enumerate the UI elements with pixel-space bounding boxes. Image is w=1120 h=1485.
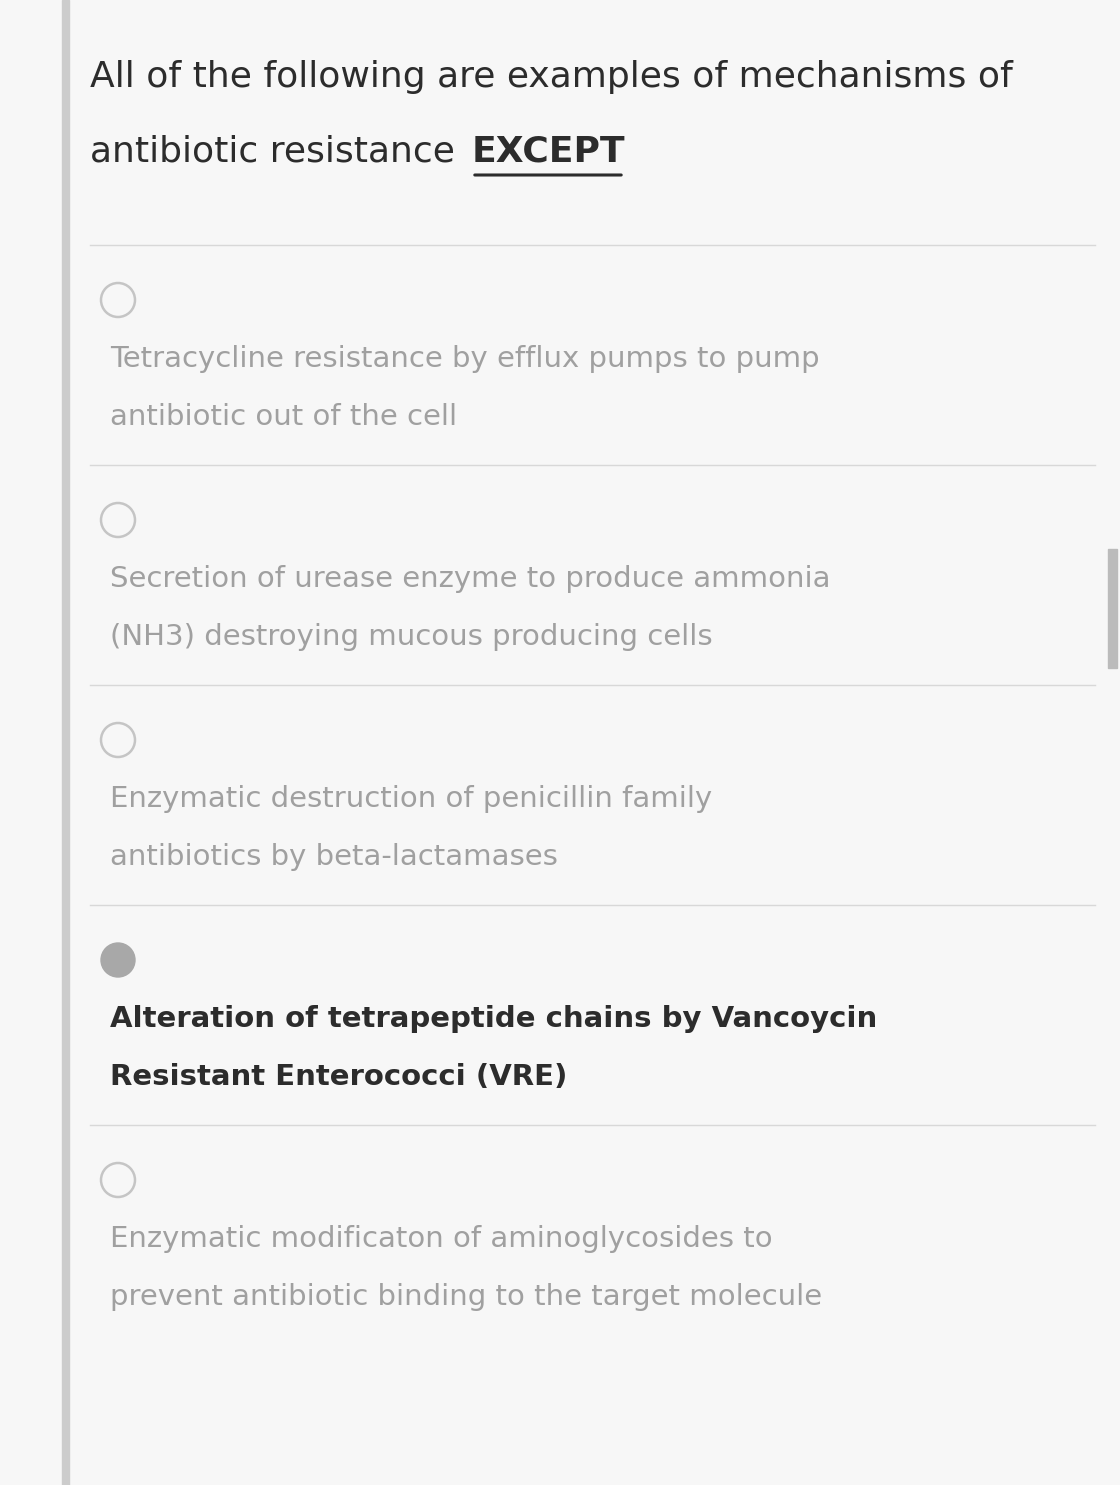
Circle shape	[101, 943, 136, 977]
Text: All of the following are examples of mechanisms of: All of the following are examples of mec…	[90, 59, 1012, 94]
Text: Alteration of tetrapeptide chains by Vancoycin: Alteration of tetrapeptide chains by Van…	[110, 1005, 877, 1034]
Text: Enzymatic modificaton of aminoglycosides to: Enzymatic modificaton of aminoglycosides…	[110, 1225, 773, 1253]
Text: Resistant Enterococci (VRE): Resistant Enterococci (VRE)	[110, 1063, 568, 1091]
Text: prevent antibiotic binding to the target molecule: prevent antibiotic binding to the target…	[110, 1283, 822, 1311]
Text: Enzymatic destruction of penicillin family: Enzymatic destruction of penicillin fami…	[110, 786, 712, 812]
Text: antibiotic out of the cell: antibiotic out of the cell	[110, 402, 457, 431]
Circle shape	[101, 503, 136, 538]
Bar	[1108, 549, 1117, 668]
Circle shape	[101, 723, 136, 757]
Circle shape	[101, 284, 136, 316]
Circle shape	[101, 1163, 136, 1197]
Text: Secretion of urease enzyme to produce ammonia: Secretion of urease enzyme to produce am…	[110, 564, 831, 593]
Text: Tetracycline resistance by efflux pumps to pump: Tetracycline resistance by efflux pumps …	[110, 345, 820, 373]
Text: antibiotic resistance: antibiotic resistance	[90, 135, 466, 169]
Bar	[62, 0, 69, 1485]
Text: (NH3) destroying mucous producing cells: (NH3) destroying mucous producing cells	[110, 624, 712, 650]
Text: antibiotics by beta-lactamases: antibiotics by beta-lactamases	[110, 843, 558, 872]
Text: antibiotic resistance: antibiotic resistance	[90, 135, 466, 169]
Text: EXCEPT: EXCEPT	[472, 135, 626, 169]
